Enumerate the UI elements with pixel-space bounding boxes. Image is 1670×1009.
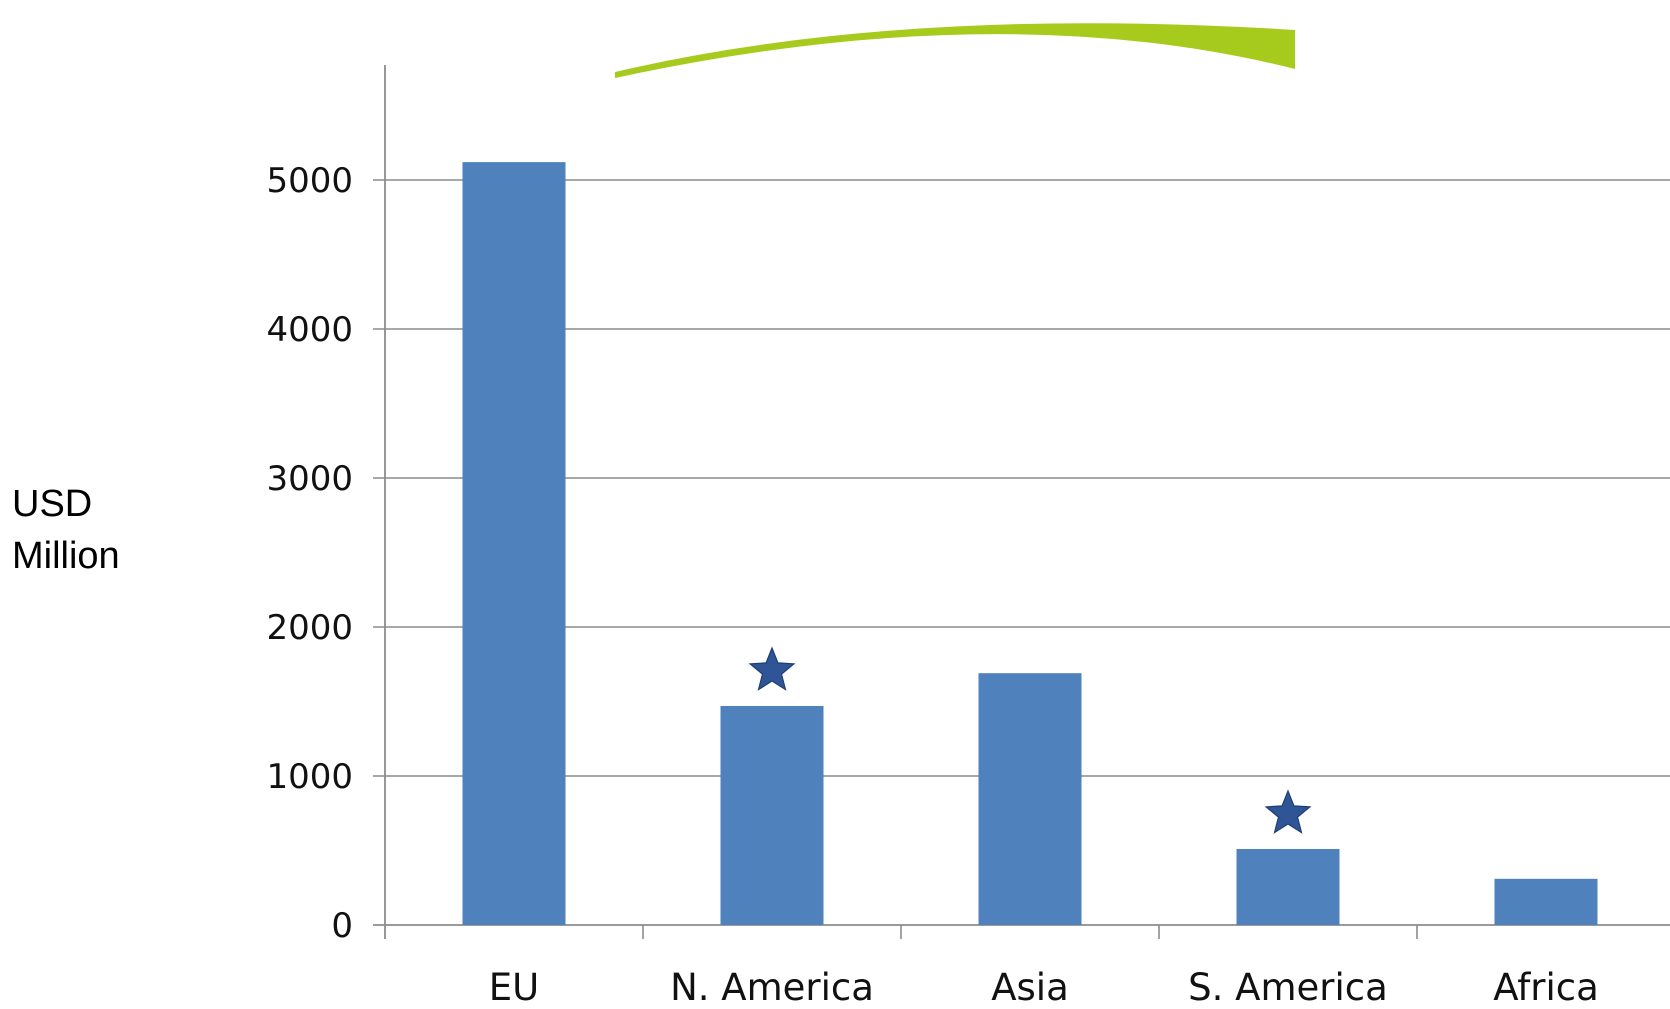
decorative-swoosh: [615, 23, 1295, 78]
bar-asia: [978, 673, 1082, 925]
y-axis-label: USD Million: [12, 483, 120, 577]
markers: [748, 646, 1312, 834]
y-tick-label: 4000: [266, 310, 353, 350]
bar-africa: [1494, 878, 1598, 925]
y-tick-label: 1000: [266, 757, 353, 797]
bars: [462, 162, 1598, 925]
bar-eu: [462, 162, 566, 925]
y-tick-label: 5000: [266, 161, 353, 201]
bar-s-america: [1236, 849, 1340, 925]
tick-labels: 0 1000 2000 3000 4000 5000 EU N. America Asia S. …: [266, 161, 1598, 1009]
bar-n-america: [720, 705, 824, 925]
y-tick-label: 2000: [266, 608, 353, 648]
x-tick-label: Africa: [1493, 966, 1599, 1009]
grid-lines: [373, 179, 1670, 777]
star-icon: [1264, 789, 1312, 834]
y-tick-label: 0: [331, 906, 353, 946]
x-tick-label: Asia: [991, 966, 1069, 1009]
y-tick-label: 3000: [266, 459, 353, 499]
star-icon: [748, 646, 796, 691]
x-tick-label: S. America: [1188, 966, 1388, 1009]
x-tick-label: EU: [489, 966, 539, 1009]
x-tick-label: N. America: [670, 966, 874, 1009]
